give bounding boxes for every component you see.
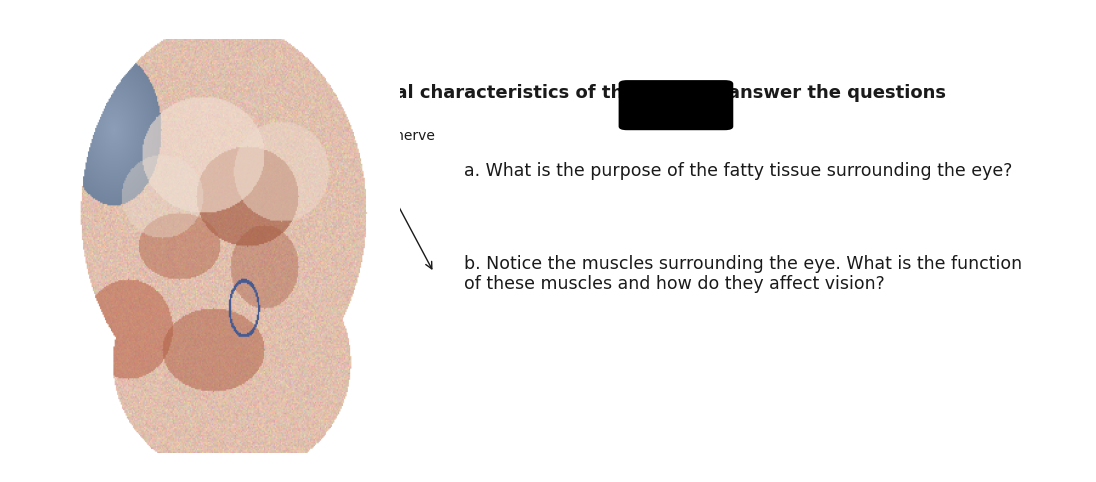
Text: Fat: Fat: [284, 392, 305, 406]
Text: Optic nerve: Optic nerve: [354, 129, 434, 143]
Text: b. Notice the muscles surrounding the eye. What is the function
of these muscles: b. Notice the muscles surrounding the ey…: [464, 254, 1023, 294]
Text: Cornea: Cornea: [178, 133, 227, 147]
FancyBboxPatch shape: [618, 80, 733, 130]
Text: 1- Examine the external characteristics of the eye and answer the questions: 1- Examine the external characteristics …: [171, 84, 946, 102]
Text: Muscle: Muscle: [341, 392, 389, 406]
Text: a. What is the purpose of the fatty tissue surrounding the eye?: a. What is the purpose of the fatty tiss…: [464, 162, 1013, 180]
